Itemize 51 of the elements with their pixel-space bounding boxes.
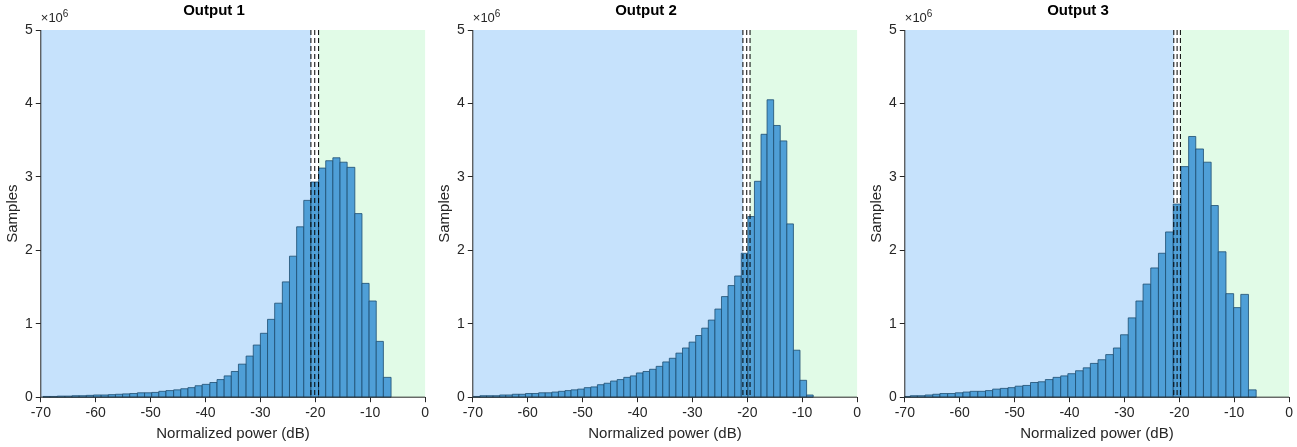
x-tick-label: -30	[1114, 404, 1135, 421]
x-tick-label: -10	[360, 404, 381, 421]
chart-title: Output 3	[1047, 1, 1109, 19]
y-tick-label: 3	[24, 167, 33, 184]
y-tick-label: 3	[888, 167, 897, 184]
y-tick-label: 2	[24, 241, 33, 258]
y-tick-label: 5	[24, 20, 33, 37]
x-tick-label: -30	[682, 404, 703, 421]
y-tick-label: 0	[888, 388, 897, 405]
x-tick-label: 0	[421, 404, 430, 421]
chart-title: Output 1	[183, 1, 245, 19]
x-axis-title: Normalized power (dB)	[588, 424, 742, 442]
y-tick-label: 4	[456, 94, 465, 111]
y-axis-title: Samples	[867, 184, 885, 243]
x-tick-label: 0	[853, 404, 862, 421]
x-tick-label: -20	[737, 404, 758, 421]
y-tick-label: 3	[456, 167, 465, 184]
y-tick-label: 2	[456, 241, 465, 258]
y-tick-label: 4	[888, 94, 897, 111]
y-tick-label: 4	[24, 94, 33, 111]
y-tick-label: 1	[888, 314, 897, 331]
x-tick-label: -60	[517, 404, 539, 421]
x-tick-label: -70	[894, 404, 916, 421]
x-tick-label: -40	[1059, 404, 1080, 421]
x-tick-label: -60	[949, 404, 971, 421]
x-tick-label: -20	[1169, 404, 1190, 421]
y-tick-label: 5	[888, 20, 897, 37]
x-tick-label: -40	[627, 404, 648, 421]
x-tick-label: -40	[195, 404, 216, 421]
x-tick-label: -20	[305, 404, 326, 421]
y-tick-label: 5	[456, 20, 465, 37]
x-tick-label: 0	[1285, 404, 1294, 421]
x-tick-label: -50	[140, 404, 161, 421]
x-tick-label: -30	[250, 404, 271, 421]
x-tick-label: -50	[572, 404, 593, 421]
x-tick-label: -70	[30, 404, 52, 421]
chart-title: Output 2	[615, 1, 677, 19]
x-tick-label: -10	[1224, 404, 1245, 421]
x-tick-label: -50	[1004, 404, 1025, 421]
x-axis-title: Normalized power (dB)	[1020, 424, 1174, 442]
x-tick-label: -70	[462, 404, 484, 421]
y-tick-label: 1	[456, 314, 465, 331]
x-tick-label: -60	[85, 404, 107, 421]
y-axis-title: Samples	[435, 184, 453, 243]
y-tick-label: 0	[456, 388, 465, 405]
y-tick-label: 1	[24, 314, 33, 331]
y-tick-label: 0	[24, 388, 33, 405]
x-tick-label: -10	[792, 404, 813, 421]
y-axis-title: Samples	[3, 184, 21, 243]
x-axis-title: Normalized power (dB)	[156, 424, 310, 442]
y-tick-label: 2	[888, 241, 897, 258]
